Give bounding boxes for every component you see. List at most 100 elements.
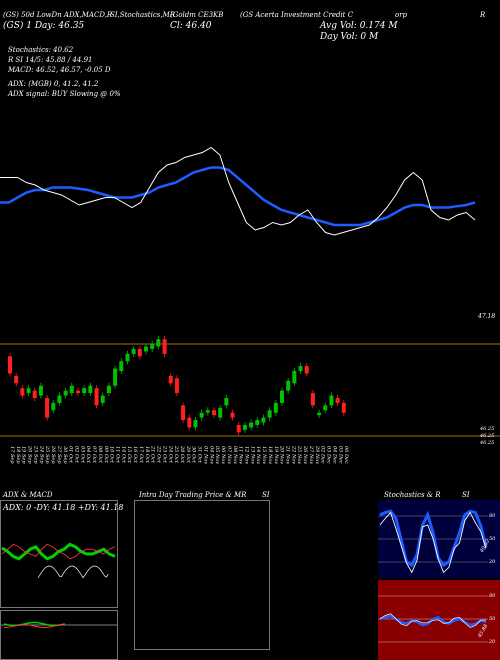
candle <box>323 405 328 411</box>
candle <box>88 385 93 394</box>
candle <box>144 346 148 352</box>
adx-minus-line <box>1 543 116 560</box>
date-tick-label: 18 Oct <box>144 446 150 464</box>
price-line <box>0 146 476 236</box>
candle <box>335 398 340 403</box>
date-tick-label: 18 Nov <box>267 446 273 464</box>
date-tick-label: 21 Nov <box>285 445 291 464</box>
rsi-label: R SI 14/5: 45.88 / 44.91 <box>8 56 93 64</box>
date-tick-label: 15 Nov <box>261 446 267 464</box>
date-tick-label: 05 Nov <box>214 446 220 464</box>
date-tick-label: 29 Nov <box>314 445 320 464</box>
date-tick-label: 28 Oct <box>179 445 185 464</box>
candle <box>261 417 266 423</box>
candle <box>26 388 31 394</box>
date-tick-label: 19 Sep <box>21 446 27 464</box>
candle <box>205 410 210 413</box>
date-tick-label: 20 Sep <box>27 445 33 464</box>
date-tick-label: 26 Nov <box>302 445 308 464</box>
date-tick-label: 08 Oct <box>97 446 103 464</box>
candle <box>199 412 204 418</box>
candle <box>317 412 322 416</box>
adx-label: ADX: (MGB) 0, 41.2, 41.2 <box>8 80 99 88</box>
header-title-2: SI,Stochastics,MR <box>110 11 176 19</box>
candle <box>236 424 241 433</box>
day-volume: Day Vol: 0 M <box>320 32 379 42</box>
candle <box>162 339 167 354</box>
date-tick-label: 12 Nov <box>243 446 249 464</box>
candle <box>106 385 111 394</box>
date-tick-label: 03 Dec <box>326 446 332 464</box>
date-tick-label: 24 Sep <box>38 445 44 464</box>
candle <box>187 417 192 428</box>
date-tick-label: 06 Dec <box>343 446 349 464</box>
date-tick-label: 23 Sep <box>32 445 38 464</box>
candle <box>230 412 235 418</box>
date-tick-label: 16 Oct <box>132 446 138 464</box>
stochastics-label: Stochastics: 40.62 <box>8 46 74 54</box>
candle <box>32 390 37 398</box>
candle <box>212 410 216 416</box>
date-tick-label: 20 Nov <box>279 445 285 464</box>
date-tick-label: 03 Oct <box>79 446 85 464</box>
stoch-level-20: 20 <box>489 559 496 565</box>
intraday-panel <box>134 500 270 650</box>
date-tick-label: 01 Nov <box>202 446 208 464</box>
date-tick-label: 29 Oct <box>185 445 191 464</box>
candle <box>76 390 80 394</box>
candle <box>137 348 142 357</box>
candle <box>131 348 136 354</box>
candle <box>329 395 334 406</box>
date-tick-label: 21 Oct <box>150 445 156 464</box>
candle <box>341 402 346 413</box>
date-tick-label: 02 Oct <box>73 446 79 464</box>
date-tick-label: 18 Sep <box>15 446 21 464</box>
avg-volume: Avg Vol: 0.174 M <box>320 21 398 31</box>
candle <box>286 380 291 391</box>
macd-signal-line <box>3 624 65 628</box>
candle <box>156 339 161 347</box>
date-tick-label: 25 Oct <box>173 445 179 464</box>
date-tick-label: 31 Oct <box>197 446 203 464</box>
date-tick-label: 19 Nov <box>273 446 279 464</box>
date-tick-label: 23 Oct <box>161 445 167 464</box>
date-tick-label: 10 Oct <box>109 446 115 464</box>
date-tick-label: 25 Nov <box>296 445 302 464</box>
candle <box>38 385 43 396</box>
candle <box>298 366 303 372</box>
date-tick-label: 24 Oct <box>167 445 173 464</box>
rsi-level-50: 50 <box>489 616 496 622</box>
adx-panel-title: ADX & MACD <box>3 491 53 499</box>
date-tick-label: 01 Oct <box>68 446 74 464</box>
candle <box>69 385 74 394</box>
close-price: Cl: 46.40 <box>170 21 212 31</box>
candle <box>82 388 87 394</box>
candle <box>224 398 229 406</box>
header-title-5: orp <box>395 11 408 19</box>
stoch-d-line <box>379 509 488 568</box>
header-title-1: (GS) 50d LowDn ADX,MACD,R <box>3 11 113 19</box>
candle <box>45 398 50 418</box>
candle <box>267 410 272 418</box>
date-tick-label: 26 Sep <box>50 445 56 464</box>
date-tick-label: 07 Nov <box>226 446 232 464</box>
header-title-4: (GS Acerta Investment Credit C <box>240 11 354 19</box>
candle <box>113 368 118 386</box>
candle <box>57 395 62 403</box>
date-tick-label: 02 Dec <box>320 446 326 464</box>
date-tick-label: 27 Sep <box>56 445 62 464</box>
date-tick-label: 04 Nov <box>208 446 214 464</box>
candle <box>14 375 19 384</box>
candle <box>51 402 56 411</box>
candle <box>242 424 247 430</box>
stoch-panel-si: SI <box>462 491 470 499</box>
date-tick-label: 17 Oct <box>138 446 144 464</box>
date-tick-label: 04 Oct <box>85 446 91 464</box>
candle <box>8 356 12 374</box>
date-tick-label: 07 Oct <box>91 446 97 464</box>
date-tick-label: 22 Oct <box>156 445 162 464</box>
intraday-panel-title: Intra Day Trading Price & MR <box>139 491 247 499</box>
candle <box>168 375 173 384</box>
candle <box>292 371 297 384</box>
candle <box>218 407 223 418</box>
